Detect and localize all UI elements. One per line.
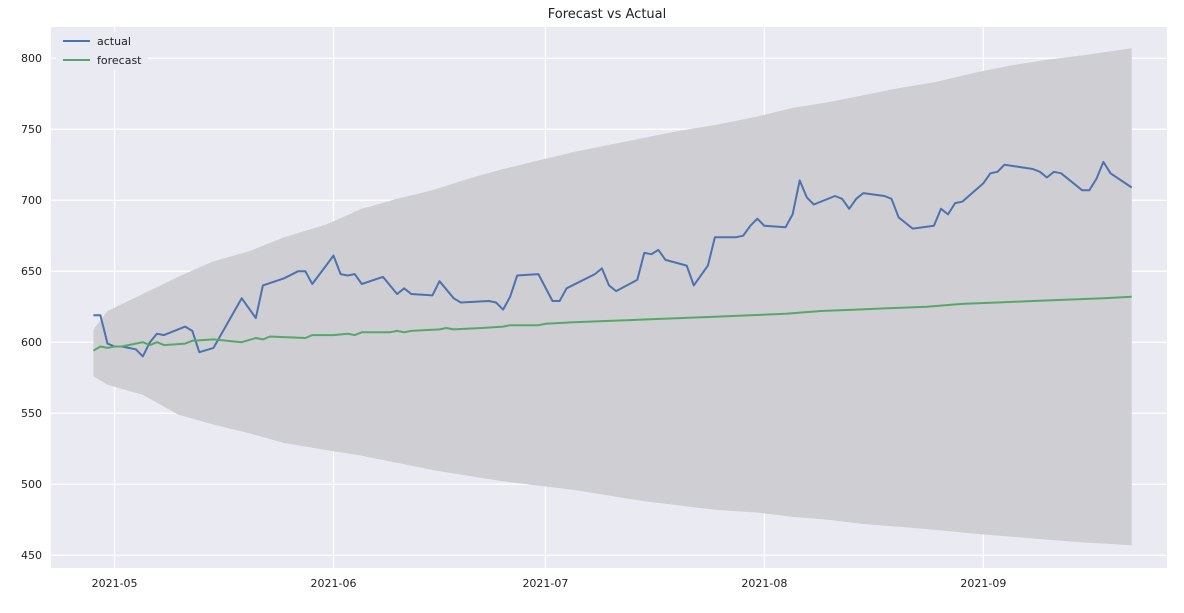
x-tick-label: 2021-06 (311, 577, 357, 590)
y-tick-label: 500 (21, 478, 42, 491)
series-line-actual (93, 160, 1133, 358)
y-tick-label: 700 (21, 194, 42, 207)
x-tick-label: 2021-07 (522, 577, 568, 590)
y-axis-ticks: 450 500 550 600 650 700 750 800 (21, 52, 42, 562)
y-tick-label: 650 (21, 265, 42, 278)
confidence-band (93, 48, 1132, 546)
y-tick-label: 750 (21, 123, 42, 136)
series-lines (92, 160, 1133, 358)
legend-label-forecast: forecast (97, 54, 142, 67)
y-tick-label: 600 (21, 336, 42, 349)
x-tick-label: 2021-08 (741, 577, 787, 590)
x-axis-ticks: 2021-05 2021-06 2021-07 2021-08 2021-09 (92, 577, 1007, 590)
x-tick-label: 2021-09 (960, 577, 1006, 590)
legend: actual forecast (56, 32, 148, 70)
x-tick-label: 2021-05 (92, 577, 138, 590)
confidence-interval (93, 48, 1132, 546)
y-tick-label: 800 (21, 52, 42, 65)
y-tick-label: 450 (21, 549, 42, 562)
chart-title: Forecast vs Actual (548, 7, 666, 22)
series-line-forecast (92, 295, 1132, 352)
y-tick-label: 550 (21, 407, 42, 420)
legend-label-actual: actual (97, 35, 131, 48)
legend-box (56, 32, 148, 70)
